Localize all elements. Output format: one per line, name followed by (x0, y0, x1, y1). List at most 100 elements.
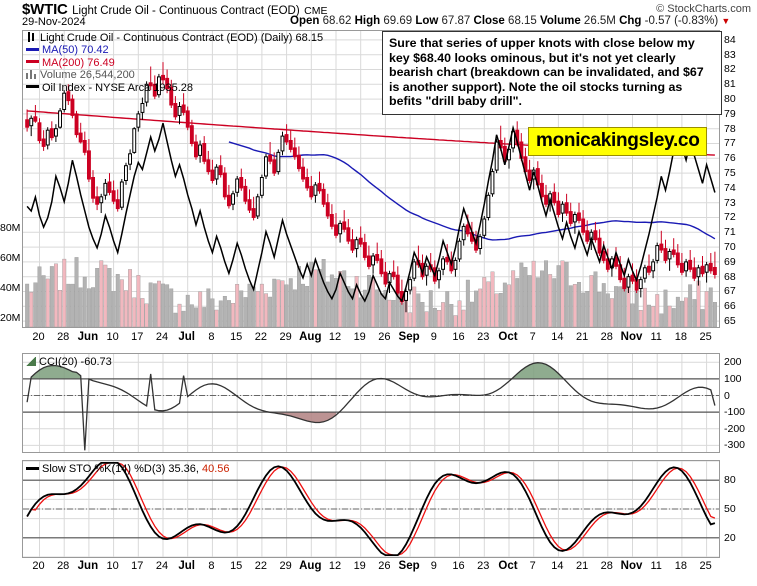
high-value: 69.69 (383, 15, 413, 27)
symbol-description: Light Crude Oil - Continuous Contract (E… (72, 5, 300, 17)
sto-x-tick: Nov (620, 560, 643, 572)
chevron-down-icon[interactable]: ▼ (721, 16, 731, 26)
cci-y-tick: -300 (724, 439, 746, 452)
price-x-tick: 11 (650, 331, 662, 343)
volume-y-tick: 80M (0, 222, 21, 234)
price-x-tick: Jun (77, 331, 99, 343)
price-y-tick: 74 (724, 181, 736, 194)
legend-row-ma200: MA(200) 76.49 (26, 57, 323, 69)
sto-x-tick: 16 (452, 560, 465, 572)
legend-row-volume: Volume 26,544,200 (26, 69, 323, 81)
price-y-tick: 78 (724, 122, 736, 135)
sto-y-tick: 50 (724, 503, 736, 515)
chg-label: Chg (619, 15, 642, 27)
price-x-tick: Sep (398, 331, 420, 343)
price-x-tick: 22 (254, 331, 268, 343)
ma50-color-swatch (26, 47, 39, 51)
open-value: 68.62 (322, 15, 352, 27)
candlestick-icon (26, 32, 37, 42)
price-legend: Light Crude Oil - Continuous Contract (E… (26, 32, 323, 94)
price-x-tick: Nov (620, 331, 643, 343)
volume-y-tick: 40M (0, 282, 21, 294)
chg-value: -0.57 (-0.83%) (644, 15, 719, 27)
price-x-tick: 15 (230, 331, 243, 343)
sto-x-tick: 8 (208, 560, 215, 572)
price-x-tick: 25 (699, 331, 712, 343)
ticker-symbol: $WTIC (22, 1, 68, 18)
sto-x-tick: 22 (254, 560, 268, 572)
sto-k-color-swatch (26, 466, 39, 470)
price-x-tick: 12 (328, 331, 342, 343)
price-y-tick: 84 (724, 33, 736, 46)
sto-x-tick: Jun (77, 560, 99, 572)
price-x-tick: 20 (32, 331, 45, 343)
legend-ma200: MA(200) 76.49 (42, 56, 115, 69)
price-x-tick: 18 (674, 331, 688, 343)
sto-x-tick: 10 (106, 560, 119, 572)
cci-y-tick: 0 (724, 389, 730, 402)
quote-date: 29-Nov-2024 (22, 16, 86, 28)
sto-x-tick: 28 (57, 560, 70, 572)
legend-row-oil-index: Oil Index - NYSE Arca 1935.28 (26, 82, 323, 94)
legend-oil-index: Oil Index - NYSE Arca 1935.28 (42, 81, 194, 94)
price-y-tick: 66 (724, 300, 736, 313)
price-y-tick: 79 (724, 107, 736, 120)
price-y-tick: 82 (724, 63, 736, 76)
stockcharts-credit: © StockCharts.com (656, 3, 751, 15)
price-chart-panel[interactable] (22, 30, 720, 328)
sto-x-tick: Sep (398, 560, 420, 572)
price-x-tick: 24 (155, 331, 169, 343)
price-x-tick: 28 (600, 331, 613, 343)
price-y-tick: 67 (724, 285, 736, 298)
price-y-tick: 69 (724, 255, 736, 268)
price-x-tick: 7 (529, 331, 536, 343)
price-y-tick: 80 (724, 93, 736, 106)
chart-header: $WTIC Light Crude Oil - Continuous Contr… (0, 0, 757, 30)
high-label: High (354, 15, 381, 27)
price-y-tick: 77 (724, 137, 736, 150)
low-label: Low (415, 15, 439, 27)
price-x-tick: 21 (575, 331, 589, 343)
site-watermark: monicakingsley.co (528, 127, 707, 156)
sto-x-tick: 19 (353, 560, 366, 572)
price-x-tick: 28 (57, 331, 70, 343)
symbol-line: $WTIC Light Crude Oil - Continuous Contr… (22, 1, 327, 19)
price-y-tick: 72 (724, 211, 736, 224)
sto-x-tick: Jul (178, 560, 195, 572)
price-x-tick: 17 (131, 331, 144, 343)
legend-ma50: MA(50) 70.42 (42, 44, 109, 57)
cci-chart-panel[interactable] (22, 353, 720, 453)
close-label: Close (473, 15, 505, 27)
sto-y-tick: 20 (724, 531, 736, 544)
sto-x-tick: Oct (498, 560, 518, 572)
sto-x-tick: 20 (32, 560, 45, 572)
price-x-tick: 16 (452, 331, 465, 343)
price-x-tick: 23 (477, 331, 490, 343)
volume-value: 26.5M (583, 15, 616, 27)
sto-x-tick: 28 (600, 560, 613, 572)
price-y-tick: 75 (724, 167, 736, 180)
price-x-tick: Aug (299, 331, 322, 343)
cci-legend: CCI(20) -60.73 (26, 356, 112, 368)
price-y-tick: 70 (724, 241, 736, 254)
sto-x-tick: 17 (131, 560, 144, 572)
sto-x-tick: 18 (674, 560, 688, 572)
slow-stochastic-chart-panel[interactable] (22, 460, 720, 558)
low-value: 67.87 (441, 15, 471, 27)
chart-annotation-box: Sure that series of upper knots with clo… (382, 31, 722, 115)
oil-index-color-swatch (26, 85, 39, 89)
price-y-tick: 73 (724, 196, 736, 209)
volume-bars-icon (26, 70, 37, 80)
sto-x-tick: 21 (575, 560, 589, 572)
sto-x-tick: Aug (299, 560, 322, 572)
price-x-tick: Jul (178, 331, 195, 343)
sto-x-tick: 23 (477, 560, 490, 572)
cci-area-icon (26, 357, 36, 366)
legend-row-price: Light Crude Oil - Continuous Contract (E… (26, 32, 323, 44)
sto-y-tick: 80 (724, 474, 736, 487)
price-x-tick: 26 (378, 331, 391, 343)
watermark-text: monicakingsley.co (536, 130, 700, 151)
sto-x-tick: 11 (650, 560, 662, 572)
sto-legend: Slow STO %K(14) %D(3) 35.36, 40.56 (26, 463, 230, 475)
price-y-tick: 81 (724, 78, 736, 91)
